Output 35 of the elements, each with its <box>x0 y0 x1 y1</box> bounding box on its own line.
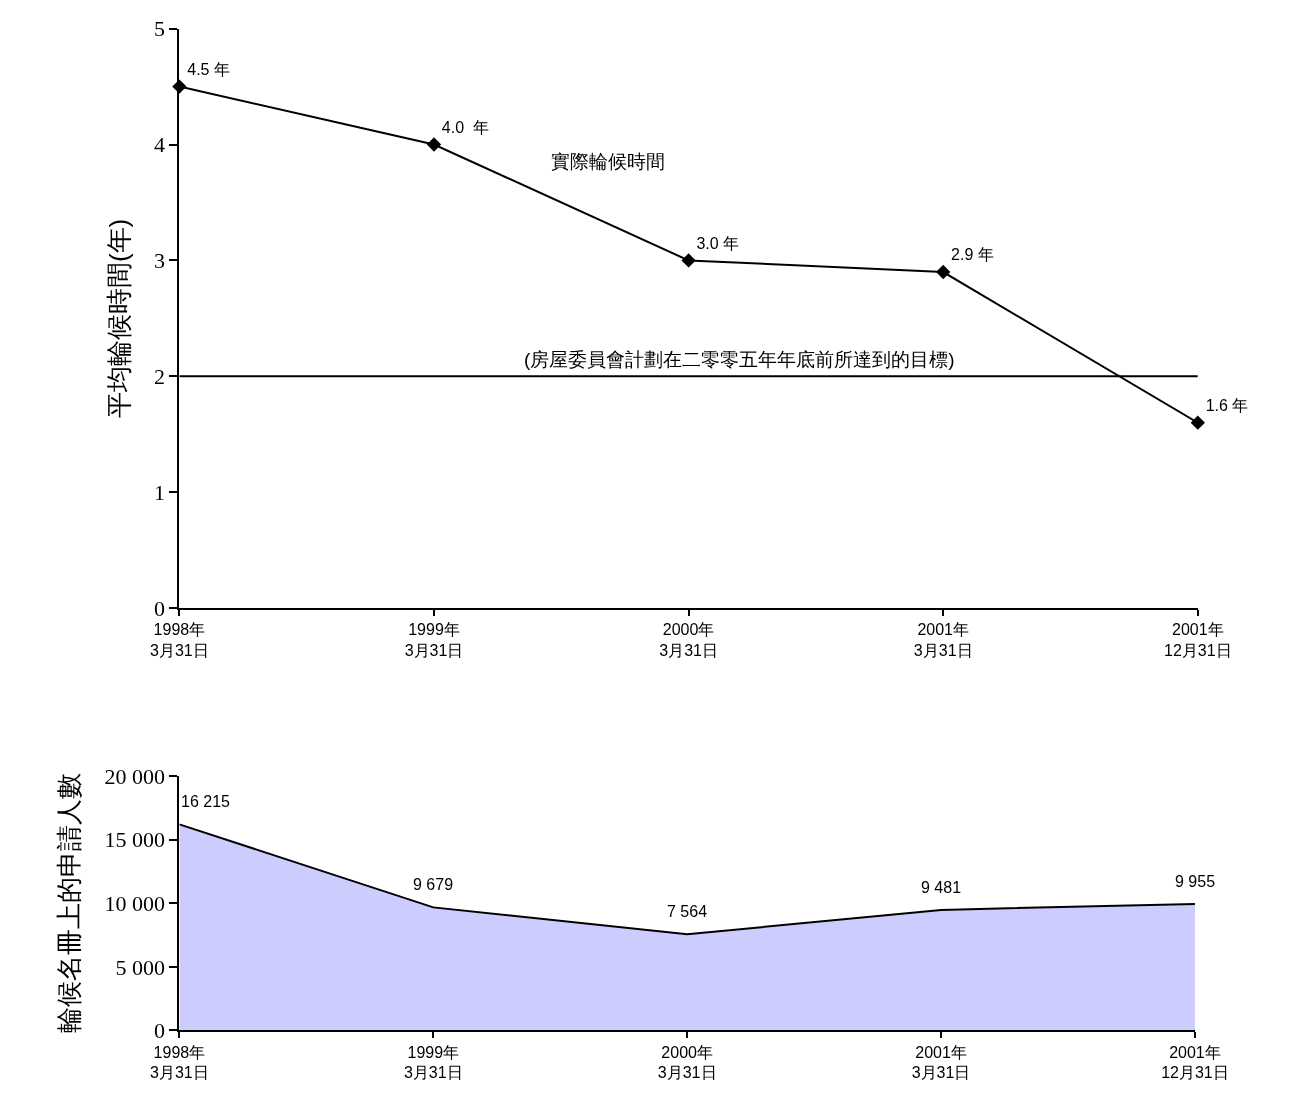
x-tick-label: 2001年 3月31日 <box>913 621 973 660</box>
y-tick-label: 5 000 <box>115 954 165 980</box>
y-tick-label: 4 <box>153 132 165 158</box>
x-tick-label: 2000年 3月31日 <box>659 621 718 660</box>
data-label: 9 679 <box>413 876 454 893</box>
x-tick-label: 1999年 3月31日 <box>403 1043 463 1082</box>
x-tick-label: 1999年 3月31日 <box>404 621 464 660</box>
y-axis-title: 輪候名冊上的申請人數 <box>54 773 85 1034</box>
y-tick-label: 20 000 <box>104 763 165 789</box>
x-tick-label: 2001年 12月31日 <box>1164 621 1232 660</box>
data-label: 9 955 <box>1175 873 1216 890</box>
x-tick-label: 2001年 12月31日 <box>1161 1043 1229 1082</box>
x-tick-label: 1998年 3月31日 <box>150 621 209 660</box>
x-tick-label: 1998年 3月31日 <box>150 1043 209 1082</box>
data-label: 1.6 年 <box>1205 396 1249 414</box>
y-tick-label: 5 <box>153 16 165 42</box>
y-tick-label: 3 <box>153 248 165 274</box>
data-label: 9 481 <box>921 879 962 896</box>
data-label: 4.0 年 <box>441 118 490 136</box>
y-tick-label: 1 <box>153 479 165 505</box>
y-tick-label: 0 <box>153 1018 165 1044</box>
series-label: 實際輪候時間 <box>551 151 665 172</box>
y-tick-label: 2 <box>153 364 165 390</box>
y-tick-label: 0 <box>153 595 165 621</box>
data-label: 4.5 年 <box>187 60 230 78</box>
ref-line-label: (房屋委員會計劃在二零零五年年底前所達到的目標) <box>524 349 955 370</box>
x-tick-label: 2001年 3月31日 <box>911 1043 971 1082</box>
y-axis-title: 平均輪候時間(年) <box>103 218 134 419</box>
data-label: 16 215 <box>181 793 231 810</box>
data-label: 3.0 年 <box>696 234 740 252</box>
data-label: 2.9 年 <box>951 246 994 264</box>
x-tick-label: 2000年 3月31日 <box>657 1043 717 1082</box>
y-tick-label: 10 000 <box>104 891 165 917</box>
y-tick-label: 15 000 <box>104 827 165 853</box>
data-label: 7 564 <box>667 903 708 920</box>
